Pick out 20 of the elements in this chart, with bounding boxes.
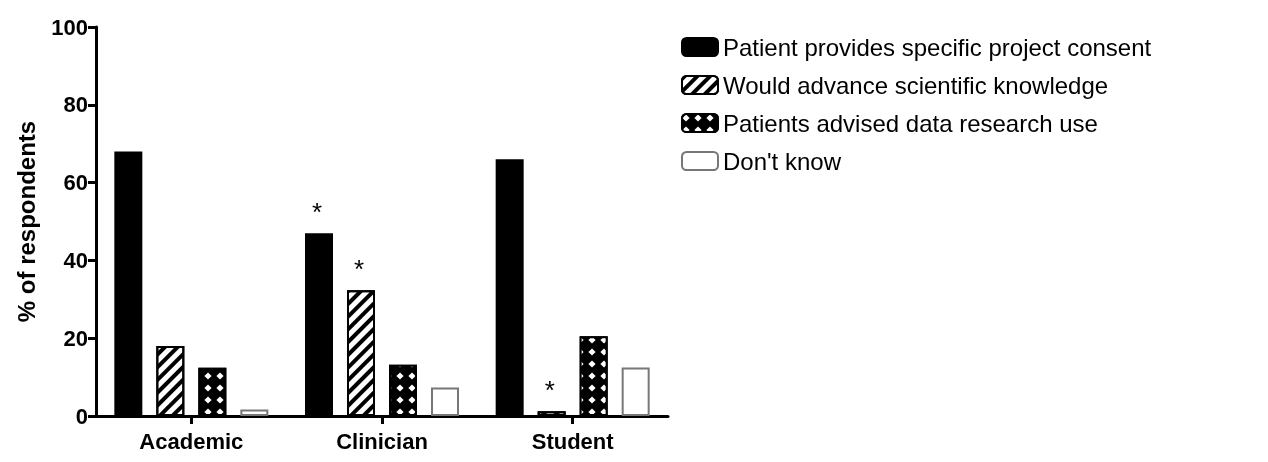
legend-label: Patients advised data research use: [723, 109, 1098, 137]
legend-label: Patient provides specific project consent: [723, 33, 1152, 61]
y-tick-label: 20: [63, 325, 88, 351]
bar: [431, 387, 459, 416]
annotation: *: [312, 197, 323, 228]
legend-label: Would advance scientific knowledge: [723, 71, 1109, 99]
x-tick-label: Clinician: [336, 428, 428, 454]
annotation: *: [354, 254, 365, 285]
legend-label: Don't know: [723, 147, 842, 175]
y-tick-label: 40: [63, 247, 88, 273]
y-tick-label: 100: [51, 14, 88, 40]
y-tick-label: 80: [63, 92, 88, 118]
x-tick-label: Student: [531, 428, 615, 454]
bar: [621, 367, 650, 416]
y-tick-label: 60: [63, 170, 88, 196]
x-tick-label: Academic: [139, 428, 244, 454]
annotation: *: [544, 375, 555, 406]
y-axis-title: % of respondents: [12, 120, 40, 323]
bar: [240, 409, 269, 416]
y-tick-label: 0: [75, 403, 88, 429]
